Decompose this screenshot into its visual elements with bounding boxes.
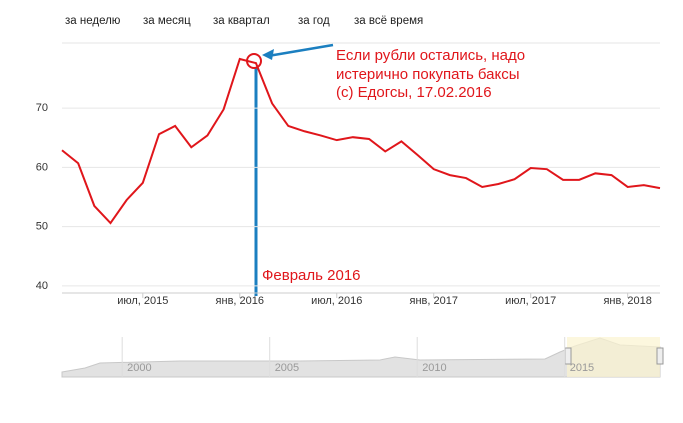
arrow-head [262, 49, 274, 60]
annotation-circle [246, 53, 262, 69]
x-tick-label: янв, 2017 [409, 295, 457, 307]
navigator-label: 2015 [570, 362, 594, 374]
x-tick-label: июл, 2017 [505, 295, 556, 307]
period-link[interactable]: за неделю [65, 15, 121, 27]
x-tick-label: июл, 2016 [311, 295, 362, 307]
annotation: истерично покупать баксы [336, 66, 520, 83]
period-link[interactable]: за всё время [354, 15, 423, 27]
line [61, 57, 661, 225]
navigator-handle[interactable] [656, 347, 664, 365]
y-tick-label: 40 [36, 280, 48, 292]
navigator-label: 2000 [127, 362, 151, 374]
x-tick-label: июл, 2015 [117, 295, 168, 307]
navigator-label: 2005 [275, 362, 299, 374]
y-tick-label: 60 [36, 161, 48, 173]
annotation: (с) Едогсы, 17.02.2016 [336, 84, 492, 101]
annotation-arrow [267, 43, 334, 58]
period-link[interactable]: за месяц [143, 15, 191, 27]
period-link[interactable]: за квартал [213, 15, 270, 27]
x-tick-label: янв, 2018 [603, 295, 651, 307]
navigator-selection[interactable] [567, 337, 660, 377]
navigator-label: 2010 [422, 362, 446, 374]
y-tick-label: 70 [36, 102, 48, 114]
x-tick-label: янв, 2016 [216, 295, 264, 307]
y-tick-label: 50 [36, 221, 48, 233]
annotation: Если рубли остались, надо [336, 47, 525, 64]
period-link[interactable]: за год [298, 15, 330, 27]
annotation: Февраль 2016 [262, 267, 361, 284]
